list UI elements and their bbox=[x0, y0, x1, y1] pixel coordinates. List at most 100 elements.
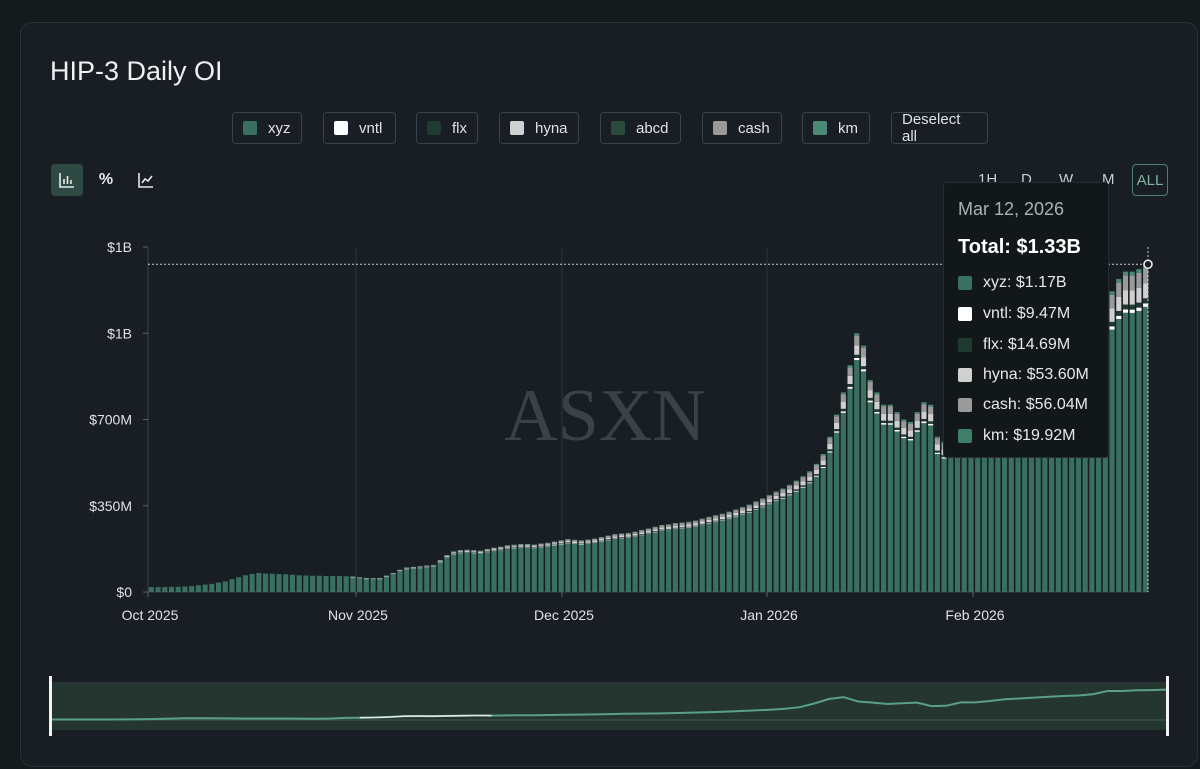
percent-toggle[interactable]: % bbox=[90, 164, 122, 196]
legend-toggle-flx[interactable]: flx bbox=[416, 112, 478, 144]
y-tick-label: $1B bbox=[107, 325, 132, 341]
bar-segment-flx bbox=[511, 547, 517, 548]
bar-segment-vntl bbox=[874, 411, 880, 414]
bar-segment-flx bbox=[692, 525, 699, 527]
bar-segment-flx bbox=[739, 513, 746, 515]
bar-stack bbox=[195, 585, 201, 592]
bar-segment-vntl bbox=[585, 543, 591, 544]
bar-stack bbox=[639, 529, 645, 592]
bar-segment-flx bbox=[518, 546, 524, 548]
bar-stack bbox=[901, 419, 907, 592]
bar-segment-xyz bbox=[854, 360, 860, 592]
bar-stack bbox=[619, 533, 625, 592]
bar-segment-xyz bbox=[484, 551, 490, 592]
legend-label: flx bbox=[452, 119, 467, 137]
bar-stack bbox=[377, 577, 383, 592]
bar-segment-cash bbox=[639, 530, 645, 533]
bar-segment-xyz bbox=[645, 533, 652, 592]
bar-stack bbox=[310, 575, 316, 592]
bar-segment-xyz bbox=[881, 424, 887, 592]
bar-segment-xyz bbox=[659, 530, 665, 592]
bar-segment-hyna bbox=[457, 551, 463, 553]
bar-segment-xyz bbox=[551, 545, 558, 592]
bar-segment-km bbox=[807, 471, 813, 473]
bar-stack bbox=[256, 573, 262, 592]
bar-segment-xyz bbox=[1129, 312, 1135, 592]
bar-stack bbox=[874, 392, 880, 592]
bar-segment-flx bbox=[484, 551, 490, 552]
bar-segment-flx bbox=[713, 520, 719, 522]
bar-stack bbox=[343, 576, 349, 592]
tooltip-row-label: xyz: $1.17B bbox=[983, 274, 1067, 291]
y-tick-label: $0 bbox=[116, 584, 132, 600]
tooltip: Mar 12, 2026 Total: $1.33B xyz: $1.17B v… bbox=[943, 182, 1109, 458]
bar-segment-hyna bbox=[780, 493, 786, 497]
bar-segment-hyna bbox=[672, 525, 678, 528]
bar-segment-km bbox=[417, 566, 423, 567]
bar-segment-flx bbox=[545, 545, 551, 547]
bar-segment-vntl bbox=[471, 552, 477, 554]
bar-segment-xyz bbox=[753, 509, 759, 592]
line-chart-toggle[interactable] bbox=[130, 164, 162, 196]
bar-segment-flx bbox=[854, 354, 860, 358]
legend-toggle-vntl[interactable]: vntl bbox=[323, 112, 396, 144]
bar-segment-vntl bbox=[860, 369, 867, 372]
bar-segment-xyz bbox=[498, 549, 504, 592]
bar-segment-xyz bbox=[907, 440, 914, 592]
bar-segment-xyz bbox=[807, 483, 813, 592]
bar-segment-xyz bbox=[1035, 379, 1041, 592]
bar-segment-km bbox=[793, 480, 799, 482]
bar-segment-xyz bbox=[813, 476, 820, 592]
bar-segment-km bbox=[780, 488, 786, 490]
bar-segment-cash bbox=[820, 455, 826, 461]
bar-segment-hyna bbox=[867, 390, 873, 398]
percent-icon: % bbox=[98, 171, 114, 188]
legend-toggle-hyna[interactable]: hyna bbox=[499, 112, 579, 144]
bar-segment-vntl bbox=[1136, 307, 1142, 311]
bar-segment-km bbox=[934, 436, 940, 439]
bar-stack bbox=[827, 436, 833, 592]
bar-segment-hyna bbox=[639, 532, 645, 535]
bar-segment-km bbox=[491, 547, 497, 549]
bar-segment-xyz bbox=[303, 575, 309, 592]
y-tick-label: $1B bbox=[107, 239, 132, 255]
bar-segment-hyna bbox=[477, 551, 484, 553]
bar-chart-toggle[interactable] bbox=[51, 164, 83, 196]
range-all-button[interactable]: ALL bbox=[1132, 164, 1168, 196]
bar-segment-xyz bbox=[639, 535, 645, 592]
bar-segment-cash bbox=[645, 528, 652, 531]
bar-segment-vntl bbox=[928, 423, 934, 426]
bar-segment-xyz bbox=[310, 575, 316, 592]
bar-stack bbox=[860, 345, 867, 592]
bar-stack bbox=[316, 575, 322, 592]
deselect-all-button[interactable]: Deselect all bbox=[891, 111, 988, 145]
bar-segment-vntl bbox=[437, 561, 443, 563]
bar-segment-vntl bbox=[820, 466, 826, 468]
legend-toggle-xyz[interactable]: xyz bbox=[232, 112, 302, 144]
legend-toggle-km[interactable]: km bbox=[802, 112, 870, 144]
bar-segment-hyna bbox=[1136, 287, 1142, 303]
legend-toggle-abcd[interactable]: abcd bbox=[600, 112, 681, 144]
range-d-button[interactable]: D bbox=[1021, 171, 1032, 188]
bar-segment-xyz bbox=[511, 548, 517, 592]
bar-segment-cash bbox=[679, 523, 685, 526]
bar-segment-vntl bbox=[1129, 309, 1135, 313]
bar-segment-km bbox=[457, 550, 463, 551]
bar-stack bbox=[605, 535, 611, 592]
bar-segment-hyna bbox=[847, 375, 853, 385]
bar-segment-xyz bbox=[928, 425, 934, 592]
bar-stack bbox=[1129, 271, 1135, 592]
bar-segment-xyz bbox=[1008, 394, 1014, 592]
bar-segment-vntl bbox=[491, 550, 497, 552]
bar-stack bbox=[289, 574, 295, 592]
tooltip-row-cash: cash: $56.04M bbox=[958, 395, 1088, 415]
range-navigator[interactable] bbox=[51, 682, 1168, 730]
bar-segment-cash bbox=[471, 550, 477, 552]
bar-segment-flx bbox=[477, 552, 484, 554]
legend-toggle-cash[interactable]: cash bbox=[702, 112, 782, 144]
bar-segment-xyz bbox=[444, 557, 450, 592]
legend-label: hyna bbox=[535, 119, 568, 137]
bar-segment-hyna bbox=[874, 401, 880, 410]
bar-segment-xyz bbox=[1075, 360, 1082, 592]
bar-segment-km bbox=[632, 531, 638, 533]
